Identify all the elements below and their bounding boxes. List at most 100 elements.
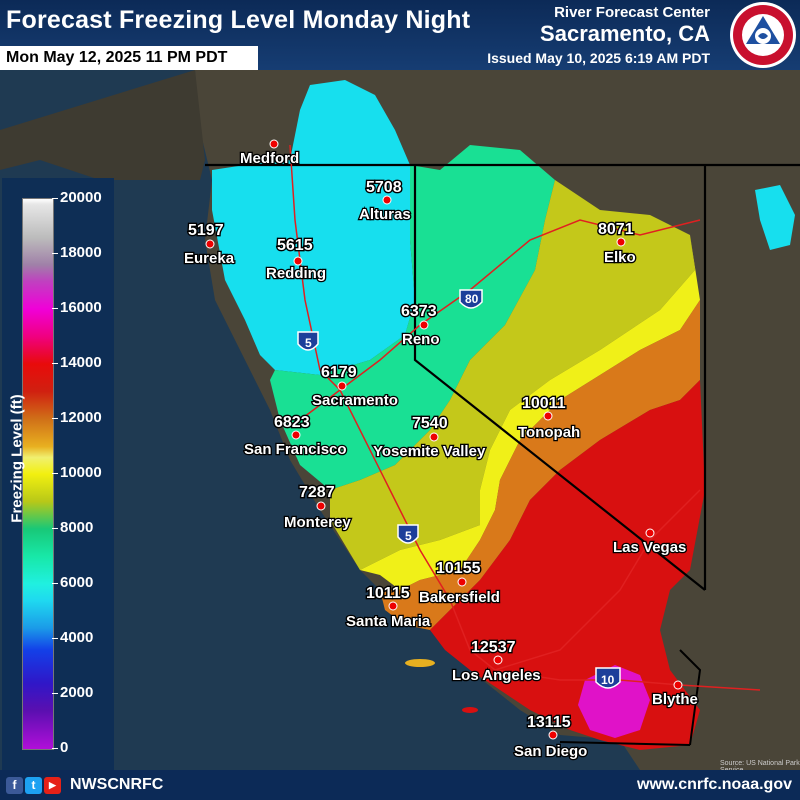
freezing-zone-8000	[330, 180, 695, 570]
svg-text:7287: 7287	[299, 484, 335, 501]
border-mexico	[559, 741, 691, 746]
legend-tick	[52, 528, 58, 529]
channel-island	[405, 659, 435, 667]
svg-text:Eureka: Eureka	[184, 250, 235, 267]
svg-text:Elko: Elko	[604, 249, 636, 266]
freezing-zone-5000	[212, 80, 415, 375]
legend-tick	[52, 308, 58, 309]
svg-text:10011: 10011	[522, 395, 566, 412]
highway-i15-line	[494, 489, 701, 671]
city-redding: 5615 Redding	[265, 236, 328, 284]
valid-time: Mon May 12, 2025 11 PM PDT	[6, 49, 228, 66]
city-blythe: Blythe	[651, 680, 699, 709]
svg-text:5615: 5615	[277, 237, 313, 254]
legend-label: 18000	[60, 244, 102, 261]
legend-label: 4000	[60, 629, 94, 646]
svg-text:6373: 6373	[401, 303, 437, 320]
svg-text:80: 80	[465, 292, 479, 306]
city-san-diego: 13115 San Diego	[513, 713, 589, 762]
valid-time-box: Mon May 12, 2025 11 PM PDT	[0, 46, 258, 70]
facebook-icon[interactable]: f	[6, 777, 23, 794]
legend-tick	[52, 693, 58, 694]
svg-text:7540: 7540	[412, 415, 448, 432]
svg-text:5197: 5197	[188, 222, 224, 239]
legend-label: 16000	[60, 299, 102, 316]
legend-label: 8000	[60, 519, 94, 536]
city-eureka: 5197 Eureka	[183, 221, 236, 269]
office-line2: Sacramento, CA	[540, 21, 710, 46]
svg-text:Bakersfield: Bakersfield	[419, 589, 500, 606]
freezing-zone-9000	[360, 235, 700, 590]
city-yosemite-valley: 7540 Yosemite Valley	[372, 414, 488, 462]
svg-text:San Francisco: San Francisco	[244, 441, 347, 458]
city-bakersfield: 10155 Bakersfield	[418, 559, 501, 608]
footer-bar: f t ▶ NWSCNRFC www.cnrfc.noaa.gov	[0, 770, 800, 800]
great-salt-lake	[755, 185, 795, 250]
svg-text:10155: 10155	[436, 560, 481, 577]
nws-logo-icon	[730, 2, 796, 68]
svg-text:Alturas: Alturas	[359, 206, 411, 223]
city-tonopah: 10011 Tonopah	[517, 394, 582, 443]
svg-text:San Diego: San Diego	[514, 743, 587, 760]
freezing-zone-10000	[380, 300, 700, 630]
city-sacramento: 6179 Sacramento	[311, 363, 399, 411]
issued-time: Issued May 10, 2025 6:19 AM PDT	[487, 50, 710, 66]
interstate-shield-5-north: 5	[297, 331, 319, 351]
legend-tick	[52, 638, 58, 639]
svg-text:5: 5	[305, 336, 312, 350]
legend-panel	[2, 178, 114, 770]
legend-label: 6000	[60, 574, 94, 591]
city-elko: 8071 Elko	[597, 220, 637, 268]
svg-text:Las Vegas: Las Vegas	[613, 539, 686, 556]
freezing-level-map: 80 5 5 10 Medford 5197 Eureka 5615 Reddi…	[0, 70, 800, 770]
freezing-zone-6000	[270, 145, 555, 490]
social-handle[interactable]: NWSCNRFC	[70, 776, 164, 793]
interstate-shield-80: 80	[459, 289, 483, 309]
svg-text:5: 5	[405, 529, 412, 543]
city-monterey: 7287 Monterey	[283, 483, 353, 533]
svg-text:8071: 8071	[598, 221, 634, 238]
page-title: Forecast Freezing Level Monday Night	[6, 6, 471, 34]
svg-text:Monterey: Monterey	[284, 514, 351, 531]
svg-text:10115: 10115	[366, 585, 410, 602]
legend-tick	[52, 583, 58, 584]
legend-tick	[52, 198, 58, 199]
interstate-shield-10: 10	[595, 667, 621, 689]
svg-text:Santa Maria: Santa Maria	[346, 613, 431, 630]
svg-text:6179: 6179	[321, 364, 357, 381]
channel-island	[462, 707, 478, 713]
twitter-icon[interactable]: t	[25, 777, 42, 794]
svg-text:Medford: Medford	[240, 150, 299, 167]
legend-label: 20000	[60, 189, 102, 206]
legend-tick	[52, 418, 58, 419]
legend-tick	[52, 473, 58, 474]
svg-text:13115: 13115	[527, 714, 571, 731]
city-reno: 6373 Reno	[400, 302, 441, 350]
city-san-francisco: 6823 San Francisco	[243, 413, 348, 460]
social-links: f t ▶	[6, 777, 61, 794]
legend-tick	[52, 748, 58, 749]
legend-color-bar	[22, 198, 54, 750]
interstate-shield-5-south: 5	[397, 524, 419, 544]
city-las-vegas: Las Vegas	[612, 528, 688, 557]
website-link[interactable]: www.cnrfc.noaa.gov	[637, 776, 792, 793]
office-line1: River Forecast Center	[554, 4, 710, 21]
svg-text:Yosemite Valley: Yosemite Valley	[373, 443, 486, 460]
border-ca-az	[679, 649, 702, 746]
legend-label: 0	[60, 739, 69, 756]
city-alturas: 5708 Alturas	[358, 178, 412, 225]
legend-label: 12000	[60, 409, 102, 426]
legend-label: 2000	[60, 684, 94, 701]
oregon-coast	[0, 70, 205, 180]
legend-tick	[52, 363, 58, 364]
freezing-zone-14000	[578, 665, 650, 738]
legend-title: Freezing Level (ft)	[8, 394, 26, 523]
city-santa-maria: 10115 Santa Maria	[345, 584, 432, 632]
svg-text:12537: 12537	[471, 639, 516, 656]
legend-label: 14000	[60, 354, 102, 371]
youtube-icon[interactable]: ▶	[44, 777, 61, 794]
svg-text:5708: 5708	[366, 179, 402, 196]
legend-tick	[52, 253, 58, 254]
svg-text:Redding: Redding	[266, 265, 326, 282]
border-ca-nv	[413, 165, 706, 591]
